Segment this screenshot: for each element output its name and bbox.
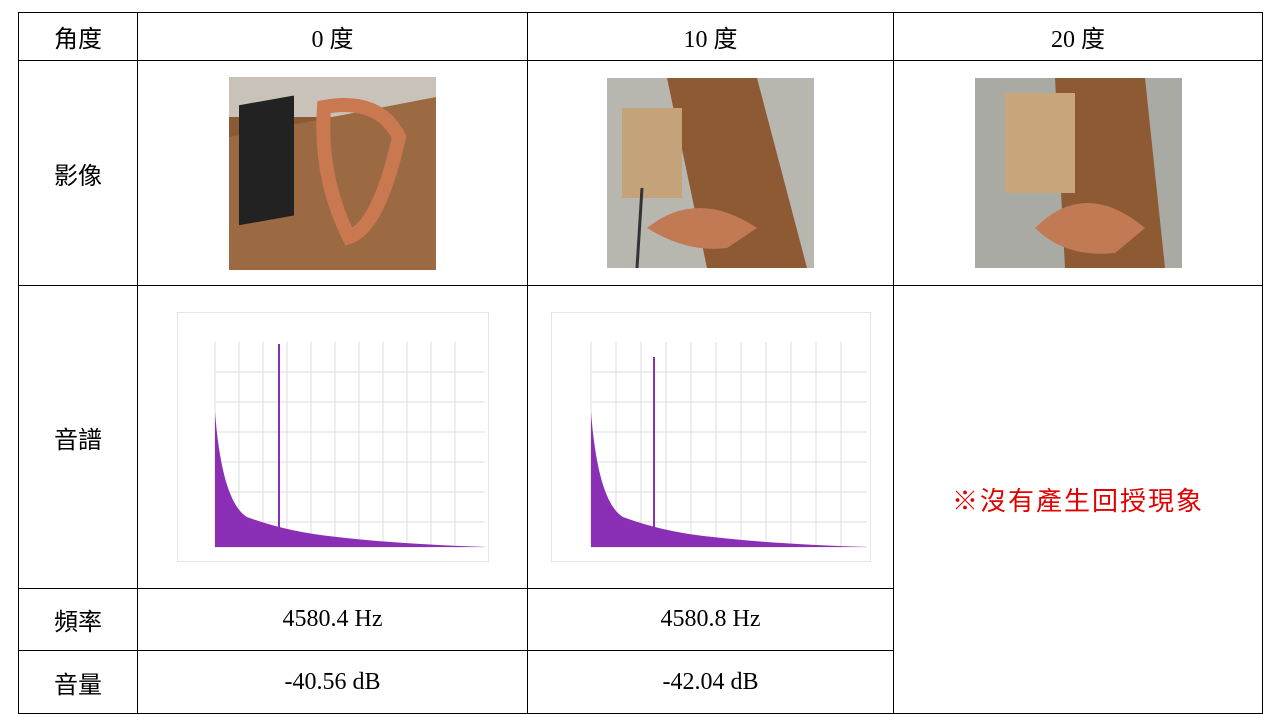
photo-cell [528,61,894,286]
header-cell: 10 度 [528,13,894,61]
cell: -42.04 dB [528,651,894,714]
spectrum-image [551,312,871,562]
spectrum-cell [138,286,528,589]
page: 角度 0 度 10 度 20 度 影像 音譜 [0,0,1272,713]
spectrum-cell [528,286,894,589]
spectrum-row: 音譜 ※沒有產生回授現象 [19,286,1263,589]
cell: 4580.8 Hz [528,589,894,651]
data-table: 角度 0 度 10 度 20 度 影像 音譜 [18,12,1263,714]
header-row: 角度 0 度 10 度 20 度 [19,13,1263,61]
row-label: 頻率 [19,589,138,651]
photo [607,78,814,268]
header-cell: 20 度 [894,13,1263,61]
cell: 4580.4 Hz [138,589,528,651]
header-cell: 角度 [19,13,138,61]
row-label: 影像 [19,61,138,286]
row-label: 音譜 [19,286,138,589]
note: ※沒有產生回授現象 [894,286,1263,714]
spectrum-image [177,312,489,562]
photo-cell [138,61,528,286]
row-label: 音量 [19,651,138,714]
header-cell: 0 度 [138,13,528,61]
photo [229,77,436,270]
photo-cell [894,61,1263,286]
photo [975,78,1182,268]
cell: -40.56 dB [138,651,528,714]
image-row: 影像 [19,61,1263,286]
